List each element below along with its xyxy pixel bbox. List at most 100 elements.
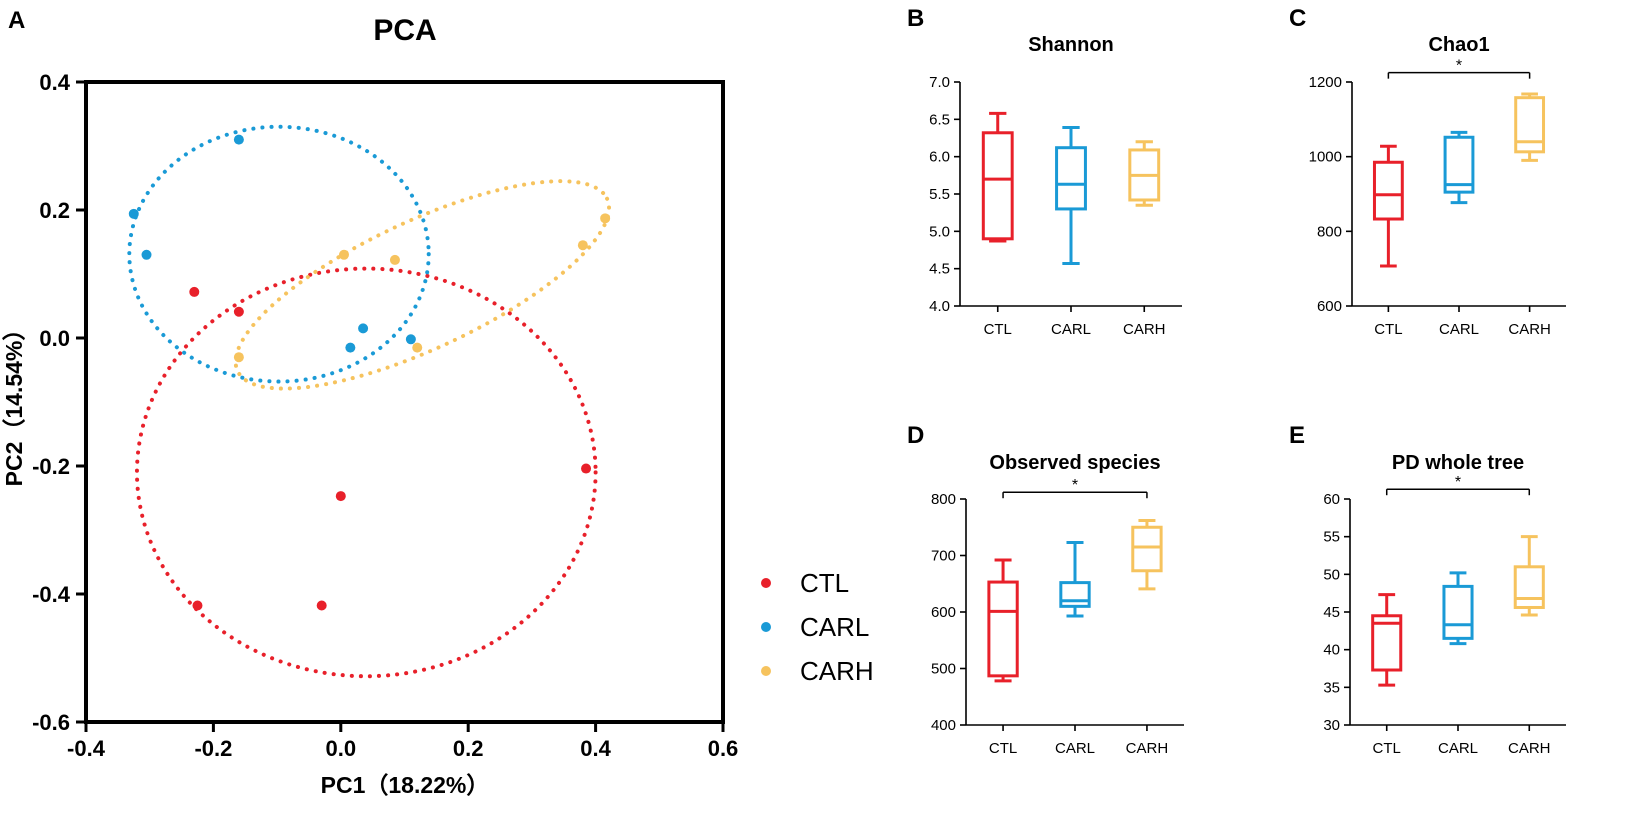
- pca-points: [128, 134, 611, 611]
- pd-whole-tree-significance-bracket: *: [1385, 474, 1531, 496]
- box-iqr: [1372, 160, 1404, 221]
- y-tick-label: 4.0: [929, 298, 950, 315]
- panel-letter-c: C: [1289, 5, 1306, 32]
- point-ctl-5: [316, 600, 327, 611]
- point-ctl-1: [189, 286, 200, 297]
- x-tick-label-carl: CARL: [1055, 740, 1095, 757]
- legend-marker-carh: [761, 666, 771, 676]
- pca-x-ticks: -0.4 -0.2 0.0 0.2 0.4 0.6: [67, 722, 738, 761]
- box-ctl: [981, 111, 1014, 243]
- y-tick-label: 800: [931, 491, 956, 508]
- ellipse-ctl: [134, 266, 598, 679]
- point-ctl-2: [233, 306, 244, 317]
- pd-whole-tree-title: PD whole tree: [1392, 452, 1524, 474]
- x-tick-label-carh: CARH: [1123, 321, 1166, 338]
- point-ctl-6: [581, 463, 592, 474]
- x-tick-label-carh: CARH: [1508, 740, 1551, 757]
- box-carl: [1055, 126, 1087, 265]
- y-tick-label: 5.5: [929, 186, 950, 203]
- box-iqr: [987, 580, 1019, 678]
- panel-letter-a: A: [8, 7, 25, 34]
- x-tick-label: -0.4: [67, 736, 106, 761]
- x-tick-label-carl: CARL: [1439, 321, 1479, 338]
- panel-letter-d: D: [907, 422, 924, 449]
- x-tick-label-carl: CARL: [1438, 740, 1478, 757]
- y-tick-label: 700: [931, 548, 956, 565]
- y-tick-label: 400: [931, 717, 956, 734]
- y-tick-label: -0.2: [32, 454, 70, 479]
- point-ctl-4: [192, 600, 203, 611]
- y-tick-label: 600: [1317, 298, 1342, 315]
- panel-letter-e: E: [1289, 422, 1305, 449]
- x-tick-label: 0.4: [580, 736, 611, 761]
- pca-x-axis-label: PC1（18.22%）: [321, 772, 490, 798]
- x-tick-label-carh: CARH: [1126, 740, 1169, 757]
- box-ctl: [1372, 144, 1404, 268]
- box-carh: [1128, 140, 1161, 207]
- box-carh: [1514, 92, 1546, 162]
- box-ctl: [1371, 593, 1403, 687]
- significance-star: *: [1456, 58, 1462, 75]
- y-tick-label: 800: [1317, 223, 1342, 240]
- point-carl-1: [233, 134, 244, 145]
- point-carl-3: [141, 249, 152, 260]
- y-tick-label: 7.0: [929, 74, 950, 91]
- pd-whole-tree-panel: E PD whole tree 30 35 40 45 50 55 60 CTL CARL CARH *: [1289, 422, 1566, 757]
- x-tick-label-ctl: CTL: [989, 740, 1017, 757]
- x-tick-label: 0.6: [708, 736, 739, 761]
- point-carh-4: [412, 342, 423, 353]
- y-tick-label: 60: [1323, 491, 1340, 508]
- y-tick-label: 4.5: [929, 261, 950, 278]
- y-tick-label: 45: [1323, 604, 1340, 621]
- observed-species-significance-bracket: *: [1002, 477, 1148, 499]
- box-carl: [1059, 541, 1091, 618]
- significance-star: *: [1455, 474, 1461, 491]
- box-iqr: [1371, 614, 1403, 672]
- y-tick-label: 0.4: [39, 70, 70, 95]
- box-iqr: [981, 131, 1014, 241]
- y-tick-label: 6.0: [929, 149, 950, 166]
- y-tick-label: 30: [1323, 717, 1340, 734]
- pca-y-axis-label: PC2（14.54%）: [1, 318, 27, 487]
- point-carl-5: [345, 342, 356, 353]
- point-carh-2: [338, 249, 349, 260]
- legend: CTL CARL CARH: [761, 568, 874, 686]
- shannon-panel: B Shannon 4.0 4.5 5.0 5.5 6.0 6.5 7.0 CTL CARL CARH: [907, 5, 1182, 338]
- box-carh: [1131, 518, 1163, 591]
- ellipse-carl: [127, 124, 431, 384]
- point-carh-5: [577, 240, 588, 251]
- box-carl: [1442, 571, 1474, 646]
- observed-species-panel: D Observed species 400 500 600 700 800 CTL CARL C…: [907, 422, 1184, 757]
- box-iqr: [1443, 135, 1475, 194]
- y-tick-label: 55: [1323, 529, 1340, 546]
- y-tick-label: 40: [1323, 642, 1340, 659]
- x-tick-label: -0.2: [194, 736, 232, 761]
- y-tick-label: 1000: [1309, 149, 1342, 166]
- y-tick-label: 35: [1323, 679, 1340, 696]
- point-carh-3: [389, 254, 400, 265]
- x-tick-label: 0.2: [453, 736, 484, 761]
- y-tick-label: 50: [1323, 566, 1340, 583]
- pca-plot-frame: [84, 80, 725, 724]
- x-tick-label-carl: CARL: [1051, 321, 1091, 338]
- ellipse-carh: [233, 179, 612, 391]
- legend-item-carl: CARL: [761, 612, 869, 642]
- legend-marker-carl: [761, 622, 771, 632]
- box-iqr: [1513, 565, 1545, 609]
- legend-marker-ctl: [761, 578, 771, 588]
- point-carh-1: [233, 352, 244, 363]
- pca-title: PCA: [373, 14, 436, 47]
- observed-species-title: Observed species: [989, 452, 1160, 474]
- pca-confidence-ellipses: [127, 124, 612, 679]
- x-tick-label-ctl: CTL: [984, 321, 1012, 338]
- box-iqr: [1131, 525, 1163, 573]
- y-tick-label: 1200: [1309, 74, 1342, 91]
- x-tick-label-carh: CARH: [1508, 321, 1551, 338]
- chao1-title: Chao1: [1428, 34, 1489, 56]
- point-carl-2: [128, 208, 139, 219]
- legend-label-carh: CARH: [800, 656, 874, 686]
- y-tick-label: 6.5: [929, 111, 950, 128]
- box-iqr: [1059, 581, 1091, 608]
- y-tick-label: 0.0: [39, 326, 70, 351]
